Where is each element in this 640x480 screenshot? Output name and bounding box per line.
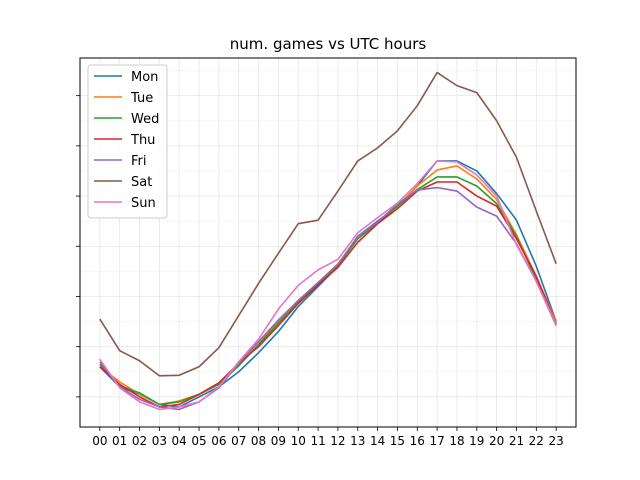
x-tick-label: 19: [469, 434, 484, 448]
x-tick-label: 07: [231, 434, 246, 448]
x-tick-label: 08: [251, 434, 266, 448]
series-line-sat: [99, 71, 557, 377]
chart-title: num. games vs UTC hours: [230, 35, 427, 53]
x-tick-label: 06: [211, 434, 226, 448]
x-tick-label: 01: [112, 434, 127, 448]
legend-label-fri: Fri: [131, 154, 147, 169]
legend: Mon Tue Wed Thu Fri Sat Sun: [87, 64, 168, 219]
legend-label-wed: Wed: [131, 112, 159, 127]
legend-label-sun: Sun: [131, 196, 156, 211]
x-tick-label: 10: [291, 434, 306, 448]
series-line-wed: [99, 176, 557, 406]
series-line-fri: [99, 186, 557, 411]
x-tick-label: 04: [172, 434, 187, 448]
x-tick-label: 02: [132, 434, 147, 448]
x-tick-label: 03: [152, 434, 167, 448]
plot-frame: [79, 57, 577, 428]
legend-box: [87, 64, 168, 219]
legend-label-sat: Sat: [131, 175, 152, 190]
series-line-sun: [99, 160, 557, 411]
x-tick-label: 22: [529, 434, 544, 448]
x-tick-label: 15: [390, 434, 405, 448]
x-tick-label: 09: [271, 434, 286, 448]
axes: 00 01 02 03 04 05 06 07 08 09 10 11 12 13 14 15 16 17 18 19…: [76, 57, 577, 448]
x-tick-label: 16: [410, 434, 425, 448]
x-tick-label: 17: [429, 434, 444, 448]
grid: [80, 58, 576, 427]
legend-label-mon: Mon: [131, 70, 158, 85]
series-lines: [99, 71, 557, 411]
x-tick-label: 21: [509, 434, 524, 448]
x-tick-label: 14: [370, 434, 385, 448]
series-line-thu: [99, 181, 557, 408]
legend-label-tue: Tue: [130, 91, 153, 106]
x-tick-label: 12: [330, 434, 345, 448]
x-tick-label: 11: [310, 434, 325, 448]
x-tick-label: 23: [549, 434, 564, 448]
x-tick-label: 05: [191, 434, 206, 448]
x-tick-label: 00: [92, 434, 107, 448]
x-tick-label: 18: [449, 434, 464, 448]
x-tick-label: 13: [350, 434, 365, 448]
legend-label-thu: Thu: [130, 133, 155, 148]
x-tick-label: 20: [489, 434, 504, 448]
